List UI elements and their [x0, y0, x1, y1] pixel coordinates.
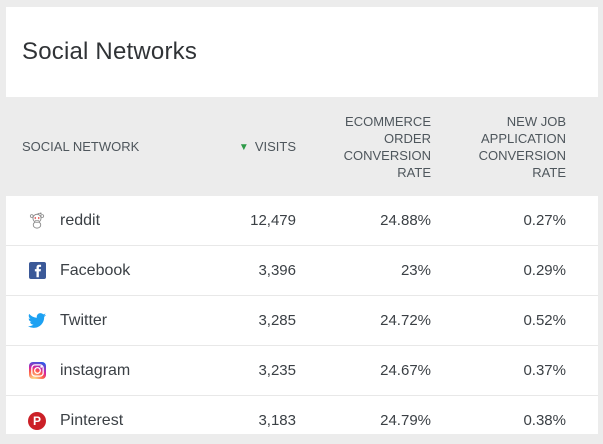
column-header-label: Visits [254, 138, 296, 154]
job-application-conversion-value: 0.38% [523, 412, 566, 429]
sort-desc-icon: ▼ [238, 141, 249, 153]
instagram-icon [28, 362, 46, 380]
row-label[interactable]: Facebook [60, 261, 131, 279]
ecommerce-conversion-value: 24.67% [380, 362, 431, 379]
column-header-label: New Job Application Conversion Rate [478, 113, 566, 180]
row-label[interactable]: reddit [60, 211, 101, 229]
table-body: reddit 12,479 24.88% 0.27% Facebook 3,39… [6, 196, 598, 434]
column-header-job-application-conversion[interactable]: New Job Application Conversion Rate [431, 113, 566, 181]
social-network-cell: instagram [22, 362, 186, 380]
visits-value: 12,479 [250, 212, 296, 229]
social-network-cell: P Pinterest [22, 411, 186, 430]
pinterest-letter: P [32, 413, 41, 428]
column-header-social-network[interactable]: Social Network [22, 138, 186, 155]
column-header-label: Ecommerce Order Conversion Rate [343, 113, 431, 180]
twitter-icon [28, 312, 46, 330]
table-row-facebook[interactable]: Facebook 3,396 23% 0.29% [6, 246, 598, 296]
visits-value: 3,235 [258, 362, 296, 379]
table-row-instagram[interactable]: instagram 3,235 24.67% 0.37% [6, 346, 598, 396]
row-label[interactable]: instagram [60, 361, 131, 379]
job-application-conversion-value: 0.37% [523, 362, 566, 379]
social-network-cell: Twitter [22, 312, 186, 330]
facebook-icon [28, 262, 46, 280]
ecommerce-conversion-value: 24.79% [380, 412, 431, 429]
social-networks-widget: Social Networks Social Network ▼ Visits E… [0, 7, 603, 444]
row-label[interactable]: Twitter [60, 311, 108, 329]
job-application-conversion-value: 0.27% [523, 212, 566, 229]
pinterest-icon: P [28, 411, 46, 430]
job-application-conversion-value: 0.29% [523, 262, 566, 279]
visits-value: 3,183 [258, 412, 296, 429]
social-network-cell: reddit [22, 212, 186, 230]
column-header-visits[interactable]: ▼ Visits [186, 138, 296, 156]
visits-value: 3,285 [258, 312, 296, 329]
visits-value: 3,396 [258, 262, 296, 279]
ecommerce-conversion-value: 24.72% [380, 312, 431, 329]
column-header-label: Social Network [22, 139, 140, 154]
table-row-twitter[interactable]: Twitter 3,285 24.72% 0.52% [6, 296, 598, 346]
ecommerce-conversion-value: 24.88% [380, 212, 431, 229]
widget-title: Social Networks [22, 38, 198, 65]
table-row-pinterest[interactable]: P Pinterest 3,183 24.79% 0.38% [6, 396, 598, 434]
row-label[interactable]: Pinterest [60, 411, 124, 429]
ecommerce-conversion-value: 23% [400, 262, 431, 279]
table-header-row: Social Network ▼ Visits Ecommerce Order C… [6, 97, 598, 196]
reddit-icon [28, 212, 46, 230]
widget-title-card: Social Networks [6, 7, 598, 97]
social-network-cell: Facebook [22, 262, 186, 280]
job-application-conversion-value: 0.52% [523, 312, 566, 329]
column-header-ecommerce-conversion[interactable]: Ecommerce Order Conversion Rate [296, 113, 431, 181]
table-row-reddit[interactable]: reddit 12,479 24.88% 0.27% [6, 196, 598, 246]
